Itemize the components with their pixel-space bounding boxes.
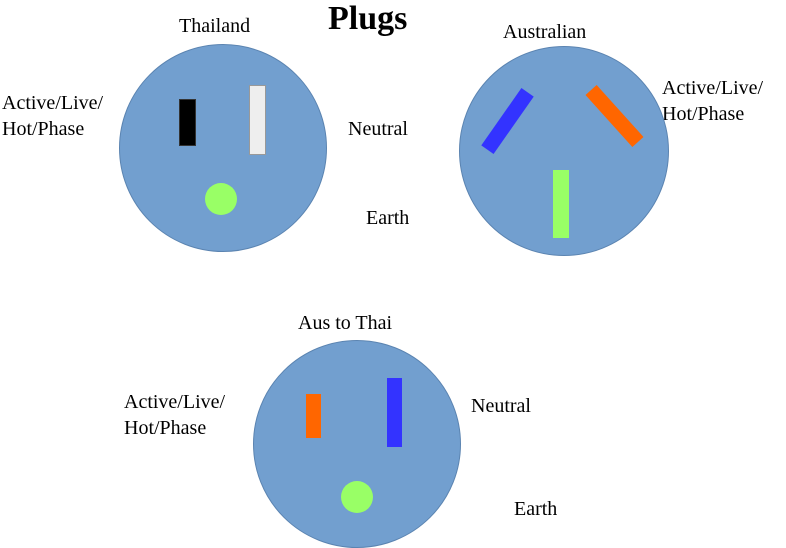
active-pin-aus-to-thai — [306, 394, 321, 438]
label-neutral-thailand: Neutral — [348, 118, 408, 140]
label-earth-thailand: Earth — [366, 207, 410, 229]
label-active-aus-to-thai: Active/Live/ Hot/Phase — [124, 391, 226, 439]
label-earth-aus-to-thai: Earth — [514, 498, 558, 520]
green-pin-australian — [553, 170, 569, 238]
plug-face-thailand — [119, 44, 327, 252]
label-active-australian: Active/Live/ Hot/Phase — [662, 77, 764, 125]
neutral-pin-thailand — [249, 85, 266, 155]
plug-title-thailand: Thailand — [179, 15, 251, 37]
neutral-pin-aus-to-thai — [387, 378, 402, 447]
plug-face-aus-to-thai — [253, 340, 461, 548]
active-pin-thailand — [179, 99, 196, 146]
page-title: Plugs — [328, 0, 408, 37]
label-active-thailand: Active/Live/ Hot/Phase — [2, 92, 104, 140]
earth-pin-thailand — [205, 183, 237, 215]
earth-pin-aus-to-thai — [341, 481, 373, 513]
plug-title-australian: Australian — [503, 21, 587, 43]
plug-title-aus-to-thai: Aus to Thai — [298, 312, 393, 334]
label-neutral-aus-to-thai: Neutral — [471, 395, 531, 417]
